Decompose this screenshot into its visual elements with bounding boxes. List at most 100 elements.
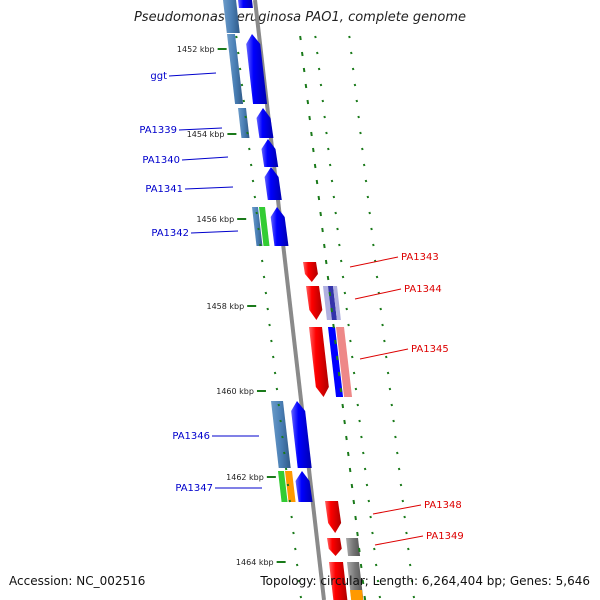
guide-dot	[310, 131, 313, 137]
guide-dot	[374, 563, 378, 567]
guide-dot	[363, 595, 367, 600]
guide-dot	[249, 163, 253, 167]
position-tick-label: 1464 kbp	[236, 558, 274, 567]
guide-dot	[383, 339, 386, 343]
guide-dot	[366, 195, 370, 199]
guide-dot	[313, 163, 317, 169]
guide-dot	[410, 579, 414, 583]
guide-dot	[257, 227, 260, 231]
guide-dot	[338, 243, 341, 247]
guide-dot	[346, 451, 350, 457]
guide-dot	[348, 35, 351, 39]
guide-dot	[367, 499, 371, 503]
cog-bar	[252, 207, 263, 246]
gene-arrow-forward	[246, 34, 268, 104]
gene-label: PA1345	[411, 344, 449, 355]
guide-dot	[345, 435, 348, 441]
gene-leader-line	[181, 156, 229, 161]
cog-bar	[328, 327, 344, 397]
guide-dot	[321, 99, 325, 103]
guide-dot	[270, 339, 273, 343]
gene-label: PA1342	[151, 228, 189, 239]
guide-dot	[352, 371, 356, 375]
map-title: Pseudomonas aeruginosa PAO1, complete ge…	[133, 10, 467, 25]
gene-arrow-partial	[329, 562, 348, 600]
gene-arrow-forward	[291, 401, 312, 468]
guide-dot	[375, 275, 379, 279]
guide-dot	[264, 291, 268, 295]
gene-leader-line	[359, 348, 409, 360]
guide-dot	[335, 355, 339, 361]
guide-dot	[242, 99, 246, 103]
guide-dot	[277, 403, 281, 407]
guide-dot	[326, 275, 330, 281]
guide-dot	[294, 547, 297, 551]
guide-dot	[299, 35, 302, 41]
guide-dot	[359, 131, 362, 135]
guide-dot	[319, 83, 323, 87]
gene-arrow-reverse	[325, 501, 342, 533]
guide-dot	[315, 179, 319, 185]
guide-dot	[253, 195, 257, 199]
guide-dot	[357, 115, 360, 119]
guide-dot	[350, 51, 353, 55]
gene-label: PA1349	[426, 531, 464, 542]
guide-dot	[306, 99, 310, 105]
gene-leader-line	[349, 256, 399, 268]
guide-dot	[312, 147, 315, 153]
guide-dot	[362, 163, 366, 167]
guide-dot	[396, 451, 399, 455]
guide-dot	[248, 147, 251, 151]
gene-label: PA1347	[175, 483, 213, 494]
guide-dot	[359, 563, 363, 569]
cog-bar	[285, 471, 296, 502]
guide-dot	[266, 307, 269, 311]
guide-dot	[373, 547, 376, 551]
guide-dot	[354, 387, 358, 391]
guide-dot	[235, 35, 238, 39]
guide-dot	[286, 483, 290, 487]
cog-bar-partial	[223, 0, 240, 33]
guide-dot	[319, 211, 322, 217]
cog-bar-partial	[350, 590, 364, 600]
guide-dot	[371, 531, 374, 535]
guide-dot	[354, 515, 357, 521]
guide-dot	[314, 35, 317, 39]
guide-dot	[378, 595, 382, 599]
cog-bar	[323, 286, 332, 320]
gene-leader-line	[168, 72, 217, 77]
guide-dot	[275, 387, 279, 391]
cog-bar	[271, 401, 291, 468]
guide-dot	[323, 243, 326, 249]
guide-dot	[336, 227, 339, 231]
guide-dot	[339, 387, 343, 393]
gene-arrow-reverse	[327, 538, 342, 556]
guide-dot	[349, 339, 352, 343]
guide-dot	[297, 579, 301, 583]
gene-leader-line	[372, 504, 422, 515]
guide-dot	[384, 355, 388, 359]
guide-dot	[260, 259, 264, 263]
gene-label: PA1346	[172, 431, 210, 442]
guide-dot	[360, 435, 363, 439]
guide-dot	[361, 147, 364, 151]
guide-dot	[321, 227, 324, 233]
guide-dot	[328, 291, 332, 297]
gene-arrow-partial	[238, 0, 253, 8]
guide-dot	[268, 323, 271, 327]
guide-dot	[369, 515, 372, 519]
guide-dot	[347, 323, 350, 327]
topology-label: Topology: circular; Length: 6,264,404 bp…	[260, 574, 590, 588]
cog-bar	[278, 471, 288, 502]
gene-arrow-forward	[264, 167, 282, 200]
guide-dot	[365, 483, 369, 487]
guide-dot	[351, 67, 355, 71]
guide-dot	[339, 259, 343, 263]
guide-dot	[238, 67, 242, 71]
guide-dot	[364, 179, 368, 183]
cog-bar	[259, 207, 270, 246]
guide-dot	[292, 531, 295, 535]
guide-dot	[295, 563, 299, 567]
guide-dot	[390, 403, 394, 407]
